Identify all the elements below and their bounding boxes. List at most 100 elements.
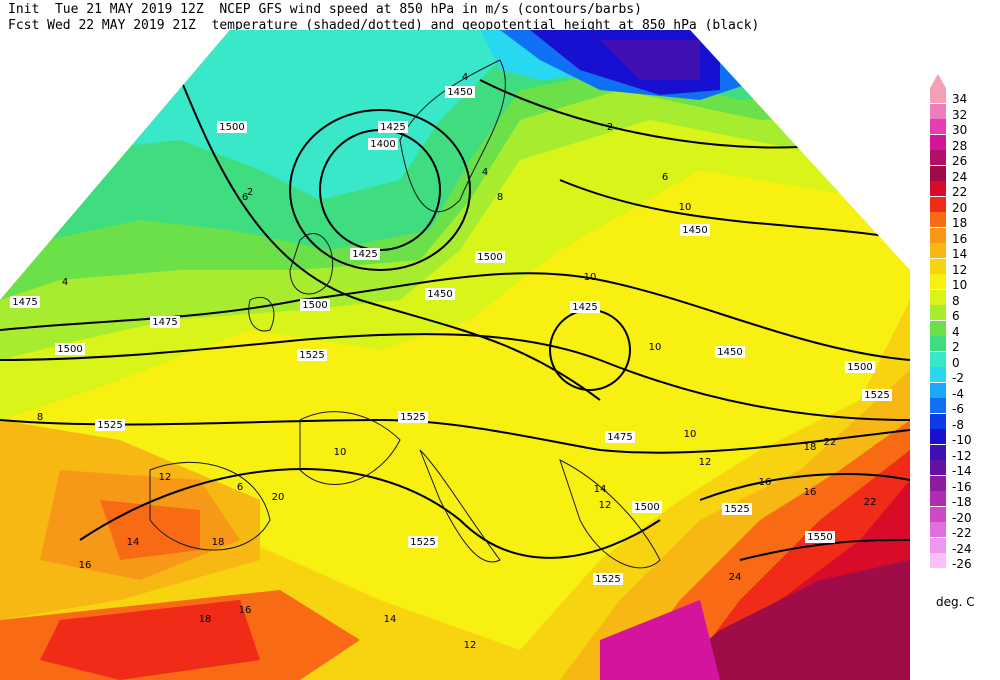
legend-swatch <box>930 150 946 165</box>
svg-text:1475: 1475 <box>12 297 37 308</box>
legend-swatch <box>930 165 946 181</box>
temperature-label: 20 <box>272 492 285 503</box>
temperature-label: 6 <box>237 482 243 493</box>
legend-label: 12 <box>952 262 968 277</box>
svg-text:1500: 1500 <box>219 122 244 133</box>
legend-label: 0 <box>952 355 960 370</box>
height-contour <box>159 30 601 401</box>
legend-swatch <box>930 227 946 243</box>
legend-swatch <box>930 181 946 196</box>
temperature-label: 18 <box>804 442 817 453</box>
svg-text:1450: 1450 <box>682 225 707 236</box>
legend-swatch <box>930 413 946 429</box>
legend-label: -2 <box>952 371 964 385</box>
legend-swatch <box>930 289 946 305</box>
temperature-label: 4 <box>62 277 68 288</box>
temperature-label: 16 <box>79 560 92 571</box>
temperature-label: 4 <box>482 167 488 178</box>
legend-swatch <box>930 134 946 150</box>
temperature-label: 10 <box>334 447 347 458</box>
temperature-label: 10 <box>584 272 597 283</box>
legend-label: -22 <box>952 526 972 540</box>
temperature-label: 6 <box>242 192 248 203</box>
legend-swatch <box>930 382 946 398</box>
temperature-label: 18 <box>199 614 212 625</box>
svg-text:1500: 1500 <box>302 300 327 311</box>
svg-text:1550: 1550 <box>807 532 832 543</box>
legend-swatch <box>930 320 946 336</box>
height-label: 1525 <box>862 389 892 401</box>
svg-text:1450: 1450 <box>427 289 452 300</box>
temp-band-24-east <box>660 560 910 680</box>
temperature-legend: 34 32 30 28 26 24 22 20 18 16 14 12 10 8 6 4 2 0 -2 -4 -6 -8-… <box>930 74 1000 618</box>
temperature-label: 18 <box>212 537 225 548</box>
legend-swatch <box>930 336 946 351</box>
temperature-label: 12 <box>699 457 712 468</box>
legend-label: 22 <box>952 185 968 199</box>
height-contour <box>0 418 910 454</box>
temperature-label: 22 <box>864 497 877 508</box>
temp-band-28-east <box>600 600 720 680</box>
legend-swatch <box>930 475 946 491</box>
chart-title-line-2: Fcst Wed 22 MAY 2019 21Z temperature (sh… <box>8 18 760 33</box>
temperature-label: 8 <box>37 412 43 423</box>
temperature-label: 14 <box>384 614 397 625</box>
temp-band-minus12 <box>600 40 700 80</box>
legend-swatch <box>930 398 946 413</box>
svg-text:1525: 1525 <box>864 390 889 401</box>
legend-swatch <box>930 243 946 258</box>
legend-label: 24 <box>952 169 968 184</box>
height-label: 1475 <box>10 296 40 308</box>
legend-label: 28 <box>952 138 968 153</box>
temp-band-18-west <box>100 500 200 560</box>
height-label: 1525 <box>722 503 752 515</box>
legend-label: 34 <box>952 92 968 106</box>
coastline <box>149 461 271 551</box>
height-label: 1500 <box>55 343 85 355</box>
legend-swatch <box>930 553 946 568</box>
height-label: 1550 <box>805 531 835 543</box>
legend-swatch <box>930 274 946 289</box>
height-label: 1475 <box>605 431 635 443</box>
legend-swatch <box>930 212 946 227</box>
temperature-label: 10 <box>679 202 692 213</box>
legend-label: -20 <box>952 510 972 525</box>
svg-text:1400: 1400 <box>370 139 395 150</box>
legend-label: 26 <box>952 154 968 168</box>
height-label: 1500 <box>300 299 330 311</box>
legend-swatch <box>930 522 946 537</box>
legend-label: -24 <box>952 541 972 556</box>
svg-text:1450: 1450 <box>447 87 472 98</box>
svg-text:1525: 1525 <box>299 350 324 361</box>
height-label: 1450 <box>425 288 455 300</box>
legend-label: -18 <box>952 495 972 509</box>
legend-swatch <box>930 444 946 460</box>
legend-label: 20 <box>952 200 968 215</box>
low-contour <box>289 109 471 271</box>
svg-text:1425: 1425 <box>352 249 377 260</box>
legend-label: 30 <box>952 123 968 137</box>
height-label: 1475 <box>150 316 180 328</box>
legend-label: -14 <box>952 464 972 478</box>
temperature-label: 2 <box>607 122 613 133</box>
coastline <box>399 59 506 213</box>
legend-label: 32 <box>952 107 968 122</box>
height-contour <box>79 468 661 559</box>
temperature-label: 8 <box>497 192 503 203</box>
temperature-label: 16 <box>239 605 252 616</box>
legend-swatch <box>930 196 946 212</box>
height-label: 1500 <box>475 251 505 263</box>
svg-text:1450: 1450 <box>717 347 742 358</box>
temperature-label: 10 <box>649 342 662 353</box>
svg-text:1500: 1500 <box>847 362 872 373</box>
coastline <box>559 459 661 569</box>
temperature-label: 24 <box>729 572 742 583</box>
temperature-label: 10 <box>684 429 697 440</box>
legend-swatch <box>930 258 946 274</box>
legend-label: 4 <box>952 324 960 339</box>
legend-label: 10 <box>952 278 968 292</box>
svg-text:1475: 1475 <box>152 317 177 328</box>
